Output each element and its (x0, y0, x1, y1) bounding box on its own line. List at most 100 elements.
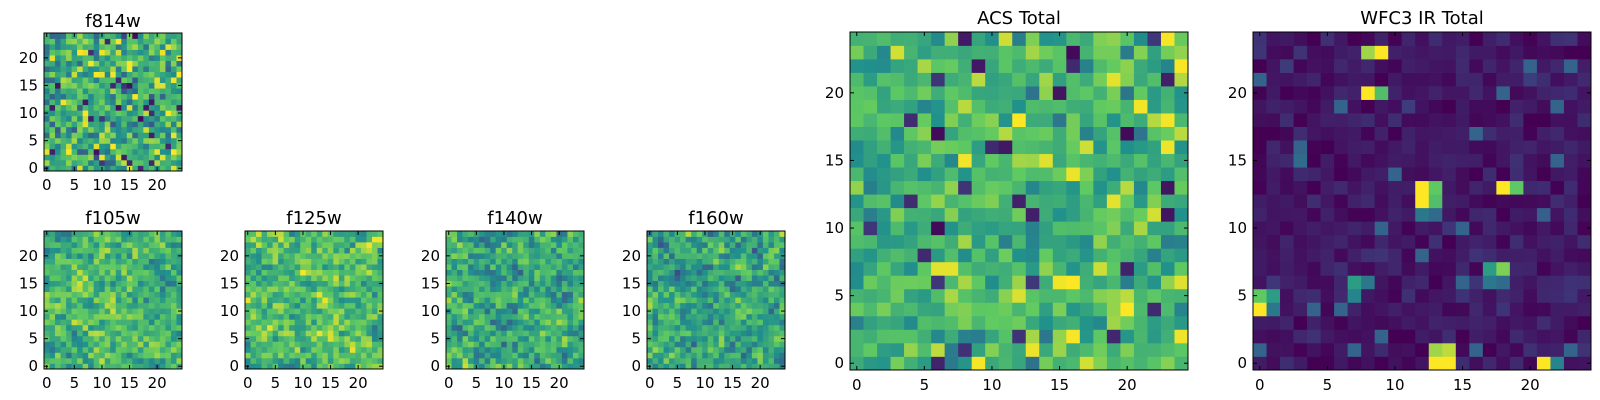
heatmap-cell (1496, 140, 1511, 155)
heatmap-cell (132, 66, 139, 72)
heatmap-cell (1280, 32, 1294, 46)
heatmap-cell (99, 55, 106, 61)
heatmap-cell (1374, 275, 1389, 290)
heatmap-cell (647, 341, 653, 348)
heatmap-cell (176, 247, 183, 254)
heatmap-cell (267, 286, 273, 293)
heatmap-cell (44, 324, 50, 331)
heatmap-cell (366, 313, 373, 320)
heatmap-cell (457, 324, 463, 331)
heatmap-cell (773, 247, 780, 254)
heatmap-cell (170, 280, 177, 287)
heatmap-cell (49, 137, 56, 144)
heatmap-cell (751, 313, 758, 320)
heatmap-cell (377, 319, 384, 326)
heatmap-cell (110, 66, 117, 72)
heatmap-cell (126, 291, 133, 298)
heatmap-cell (1160, 86, 1175, 100)
heatmap-cell (1012, 194, 1027, 209)
y-tick-label: 0 (631, 357, 641, 375)
heatmap-cell (55, 319, 61, 326)
heatmap-cell (462, 330, 469, 337)
heatmap-cell (501, 258, 508, 265)
heatmap-cell (1266, 180, 1281, 195)
heatmap-cell (327, 324, 334, 331)
heatmap-cell (1039, 329, 1054, 344)
heatmap-cell (647, 242, 653, 248)
heatmap-cell (305, 231, 312, 237)
heatmap-cell (267, 308, 273, 315)
heatmap-cell (1120, 45, 1135, 60)
heatmap-cell (99, 82, 106, 89)
heatmap-cell (371, 302, 378, 309)
heatmap-cell (311, 324, 318, 331)
heatmap-cell (60, 231, 67, 237)
heatmap-cell (1428, 167, 1443, 182)
heatmap-cell (55, 60, 61, 67)
heatmap-cell (55, 71, 61, 78)
heatmap-cell (159, 60, 166, 67)
heatmap-cell (93, 302, 100, 309)
heatmap-cell (1388, 207, 1403, 222)
heatmap-cell (132, 121, 139, 128)
heatmap-cell (132, 247, 139, 254)
heatmap-cell (88, 264, 95, 270)
heatmap-cell (1106, 288, 1121, 303)
heatmap-cell (289, 253, 296, 259)
heatmap-cell (729, 286, 736, 293)
heatmap-cell (757, 357, 764, 364)
heatmap-cell (1320, 99, 1335, 114)
heatmap-cell (971, 234, 986, 249)
heatmap-cell (1401, 315, 1416, 330)
heatmap-cell (148, 291, 155, 298)
heatmap-cell (1253, 194, 1267, 209)
heatmap-cell (349, 352, 356, 359)
heatmap-cell (1469, 329, 1484, 344)
heatmap-cell (176, 60, 183, 67)
heatmap-cell (278, 341, 284, 348)
heatmap-cell (115, 33, 122, 39)
heatmap-cell (1482, 302, 1497, 317)
heatmap-cell (77, 291, 83, 298)
x-tick-label: 0 (852, 376, 862, 394)
heatmap-cell (696, 330, 703, 337)
heatmap-cell (71, 308, 78, 315)
heatmap-cell (479, 269, 485, 276)
heatmap-cell (289, 264, 296, 270)
heatmap-cell (148, 264, 155, 270)
heatmap-cell (1307, 194, 1321, 209)
heatmap-cell (490, 297, 497, 304)
heatmap-cell (506, 269, 513, 276)
heatmap-cell (1025, 140, 1040, 155)
heatmap-cell (267, 297, 273, 304)
heatmap-cell (1347, 221, 1362, 236)
heatmap-cell (71, 247, 78, 254)
heatmap-cell (1415, 261, 1430, 276)
heatmap-cell (66, 258, 72, 265)
heatmap-cell (1174, 180, 1189, 195)
heatmap-cell (1093, 153, 1108, 168)
heatmap-cell (528, 286, 535, 293)
heatmap-cell (1093, 180, 1108, 195)
heatmap-cell (707, 363, 714, 370)
heatmap-cell (82, 88, 89, 95)
heatmap-cell (261, 346, 268, 353)
heatmap-cell (1147, 59, 1162, 73)
heatmap-cell (1133, 45, 1148, 60)
heatmap-cell (1174, 140, 1189, 155)
heatmap-cell (1174, 302, 1189, 317)
heatmap-cell (55, 280, 61, 287)
heatmap-cell (1401, 329, 1416, 344)
heatmap-cell (1388, 261, 1403, 276)
heatmap-cell (49, 88, 56, 95)
heatmap-cell (890, 126, 905, 141)
heatmap-cell (1523, 329, 1538, 344)
heatmap-cell (1334, 261, 1348, 276)
heatmap-cell (305, 313, 312, 320)
heatmap-cell (1147, 261, 1162, 276)
heatmap-cell (250, 253, 257, 259)
heatmap-cell (316, 280, 323, 287)
heatmap-cell (1469, 86, 1484, 100)
heatmap-cell (311, 280, 318, 287)
